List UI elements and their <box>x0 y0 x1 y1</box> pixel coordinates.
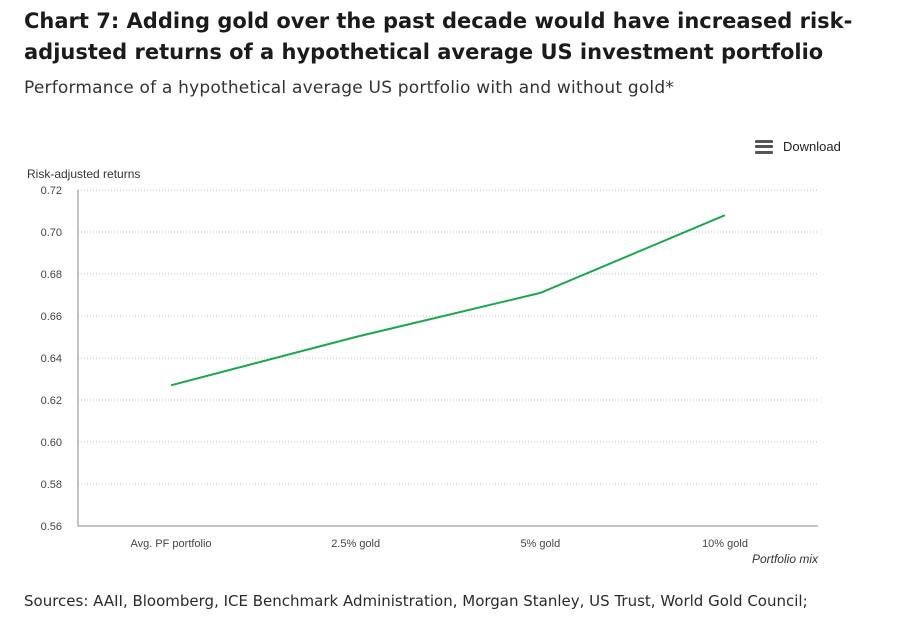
series-line <box>170 214 726 387</box>
y-tick-label: 0.66 <box>41 311 62 323</box>
y-tick-label: 0.72 <box>41 185 62 197</box>
x-tick-label: Avg. PF portfolio <box>130 538 211 550</box>
y-axis-title: Risk-adjusted returns <box>27 167 140 181</box>
menu-icon <box>755 139 773 154</box>
y-tick-label: 0.60 <box>41 437 62 449</box>
x-tick-label: 5% gold <box>520 538 560 550</box>
x-tick-label: 10% gold <box>702 538 748 550</box>
x-tick-label: 2.5% gold <box>331 538 380 550</box>
y-tick-label: 0.62 <box>41 395 62 407</box>
line-chart: 0.56 0.58 0.60 0.62 0.64 0.66 0.68 0.70 0.72 Avg… <box>27 167 819 566</box>
download-button[interactable]: Download <box>755 139 841 154</box>
x-axis-title: Portfolio mix <box>752 552 819 566</box>
chart-title: Chart 7: Adding gold over the past decad… <box>24 9 853 64</box>
x-axis-ticks: Avg. PF portfolio 2.5% gold 5% gold 10% gol… <box>130 538 748 550</box>
y-tick-label: 0.56 <box>41 521 62 533</box>
y-tick-label: 0.58 <box>41 479 62 491</box>
y-axis-ticks: 0.56 0.58 0.60 0.62 0.64 0.66 0.68 0.70 0.72 <box>41 185 62 533</box>
series-group <box>170 214 726 387</box>
y-tick-label: 0.70 <box>41 227 62 239</box>
download-label: Download <box>783 139 841 154</box>
source-note: Sources: AAII, Bloomberg, ICE Benchmark … <box>24 592 808 610</box>
y-tick-label: 0.68 <box>41 269 62 281</box>
chart-subtitle: Performance of a hypothetical average US… <box>24 78 675 98</box>
y-tick-label: 0.64 <box>41 353 62 365</box>
grid-lines <box>78 189 818 485</box>
